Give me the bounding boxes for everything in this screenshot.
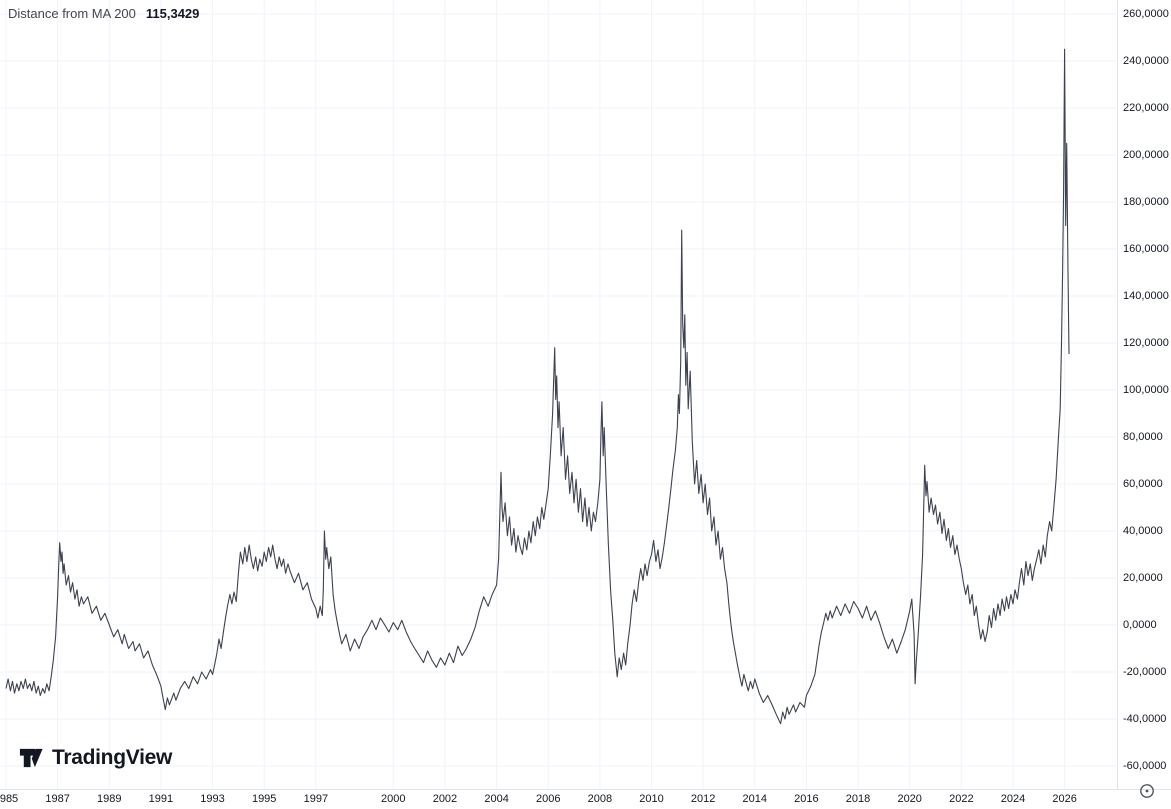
price-axis-label: -60,0000 <box>1123 760 1167 772</box>
price-axis-label: -40,0000 <box>1123 713 1167 725</box>
price-axis-label: 160,0000 <box>1123 243 1169 255</box>
indicator-title: Distance from MA 200 <box>8 6 136 21</box>
time-axis-label: 2024 <box>1000 793 1026 805</box>
time-axis-label: 1989 <box>97 793 122 805</box>
time-axis-label: 2018 <box>845 793 871 805</box>
time-axis-label: 2020 <box>897 793 922 805</box>
time-axis-label: 2004 <box>484 793 509 805</box>
price-chart[interactable] <box>0 0 1117 789</box>
time-axis-label: 2016 <box>794 793 819 805</box>
price-axis-label: 0,0000 <box>1123 619 1157 631</box>
price-axis-label: 80,0000 <box>1123 431 1163 443</box>
tradingview-logo-icon <box>18 744 45 771</box>
time-axis-label: 2002 <box>432 793 458 805</box>
time-axis-label: 2014 <box>742 793 768 805</box>
price-axis[interactable]: 260,0000 240,0000 220,0000 200,0000 180,0000… <box>1117 0 1171 789</box>
time-axis-label: 2000 <box>381 793 406 805</box>
price-axis-label: -20,0000 <box>1123 666 1167 678</box>
tradingview-logo[interactable]: TradingView <box>18 744 172 771</box>
tradingview-logo-text: TradingView <box>52 745 173 769</box>
time-axis-label: 2008 <box>587 793 613 805</box>
indicator-value: 115,3429 <box>145 6 200 21</box>
time-axis-label: 1995 <box>251 793 277 805</box>
time-axis-label: 1993 <box>200 793 225 805</box>
price-axis-label: 260,0000 <box>1123 8 1169 20</box>
time-axis-label: 2010 <box>639 793 664 805</box>
price-axis-label: 40,0000 <box>1123 525 1163 537</box>
price-axis-label: 20,0000 <box>1123 572 1163 584</box>
time-axis-label: 2006 <box>535 793 561 805</box>
price-axis-label: 200,0000 <box>1123 149 1169 161</box>
clock-icon[interactable] <box>1138 782 1156 800</box>
time-axis-label: 1987 <box>45 793 70 805</box>
price-axis-label: 120,0000 <box>1123 337 1169 349</box>
price-axis-label: 140,0000 <box>1123 290 1169 302</box>
price-axis-label: 60,0000 <box>1123 478 1163 490</box>
time-axis-label: 2012 <box>690 793 716 805</box>
price-axis-label: 180,0000 <box>1123 196 1169 208</box>
legend[interactable]: Distance from MA 200 115,3429 <box>8 6 199 21</box>
price-axis-label: 220,0000 <box>1123 102 1169 114</box>
time-axis-label: 2026 <box>1052 793 1077 805</box>
price-axis-label: 240,0000 <box>1123 55 1169 67</box>
time-axis-label: 1991 <box>148 793 174 805</box>
time-axis-label: 1997 <box>303 793 329 805</box>
time-axis[interactable]: 985 1987 1989 1991 1993 1995 1997 2000 2002 2004 2… <box>0 789 1171 809</box>
chart-canvas <box>0 0 1117 789</box>
price-axis-label: 100,0000 <box>1123 384 1169 396</box>
time-axis-label: 985 <box>0 793 19 805</box>
time-axis-label: 2022 <box>949 793 974 805</box>
